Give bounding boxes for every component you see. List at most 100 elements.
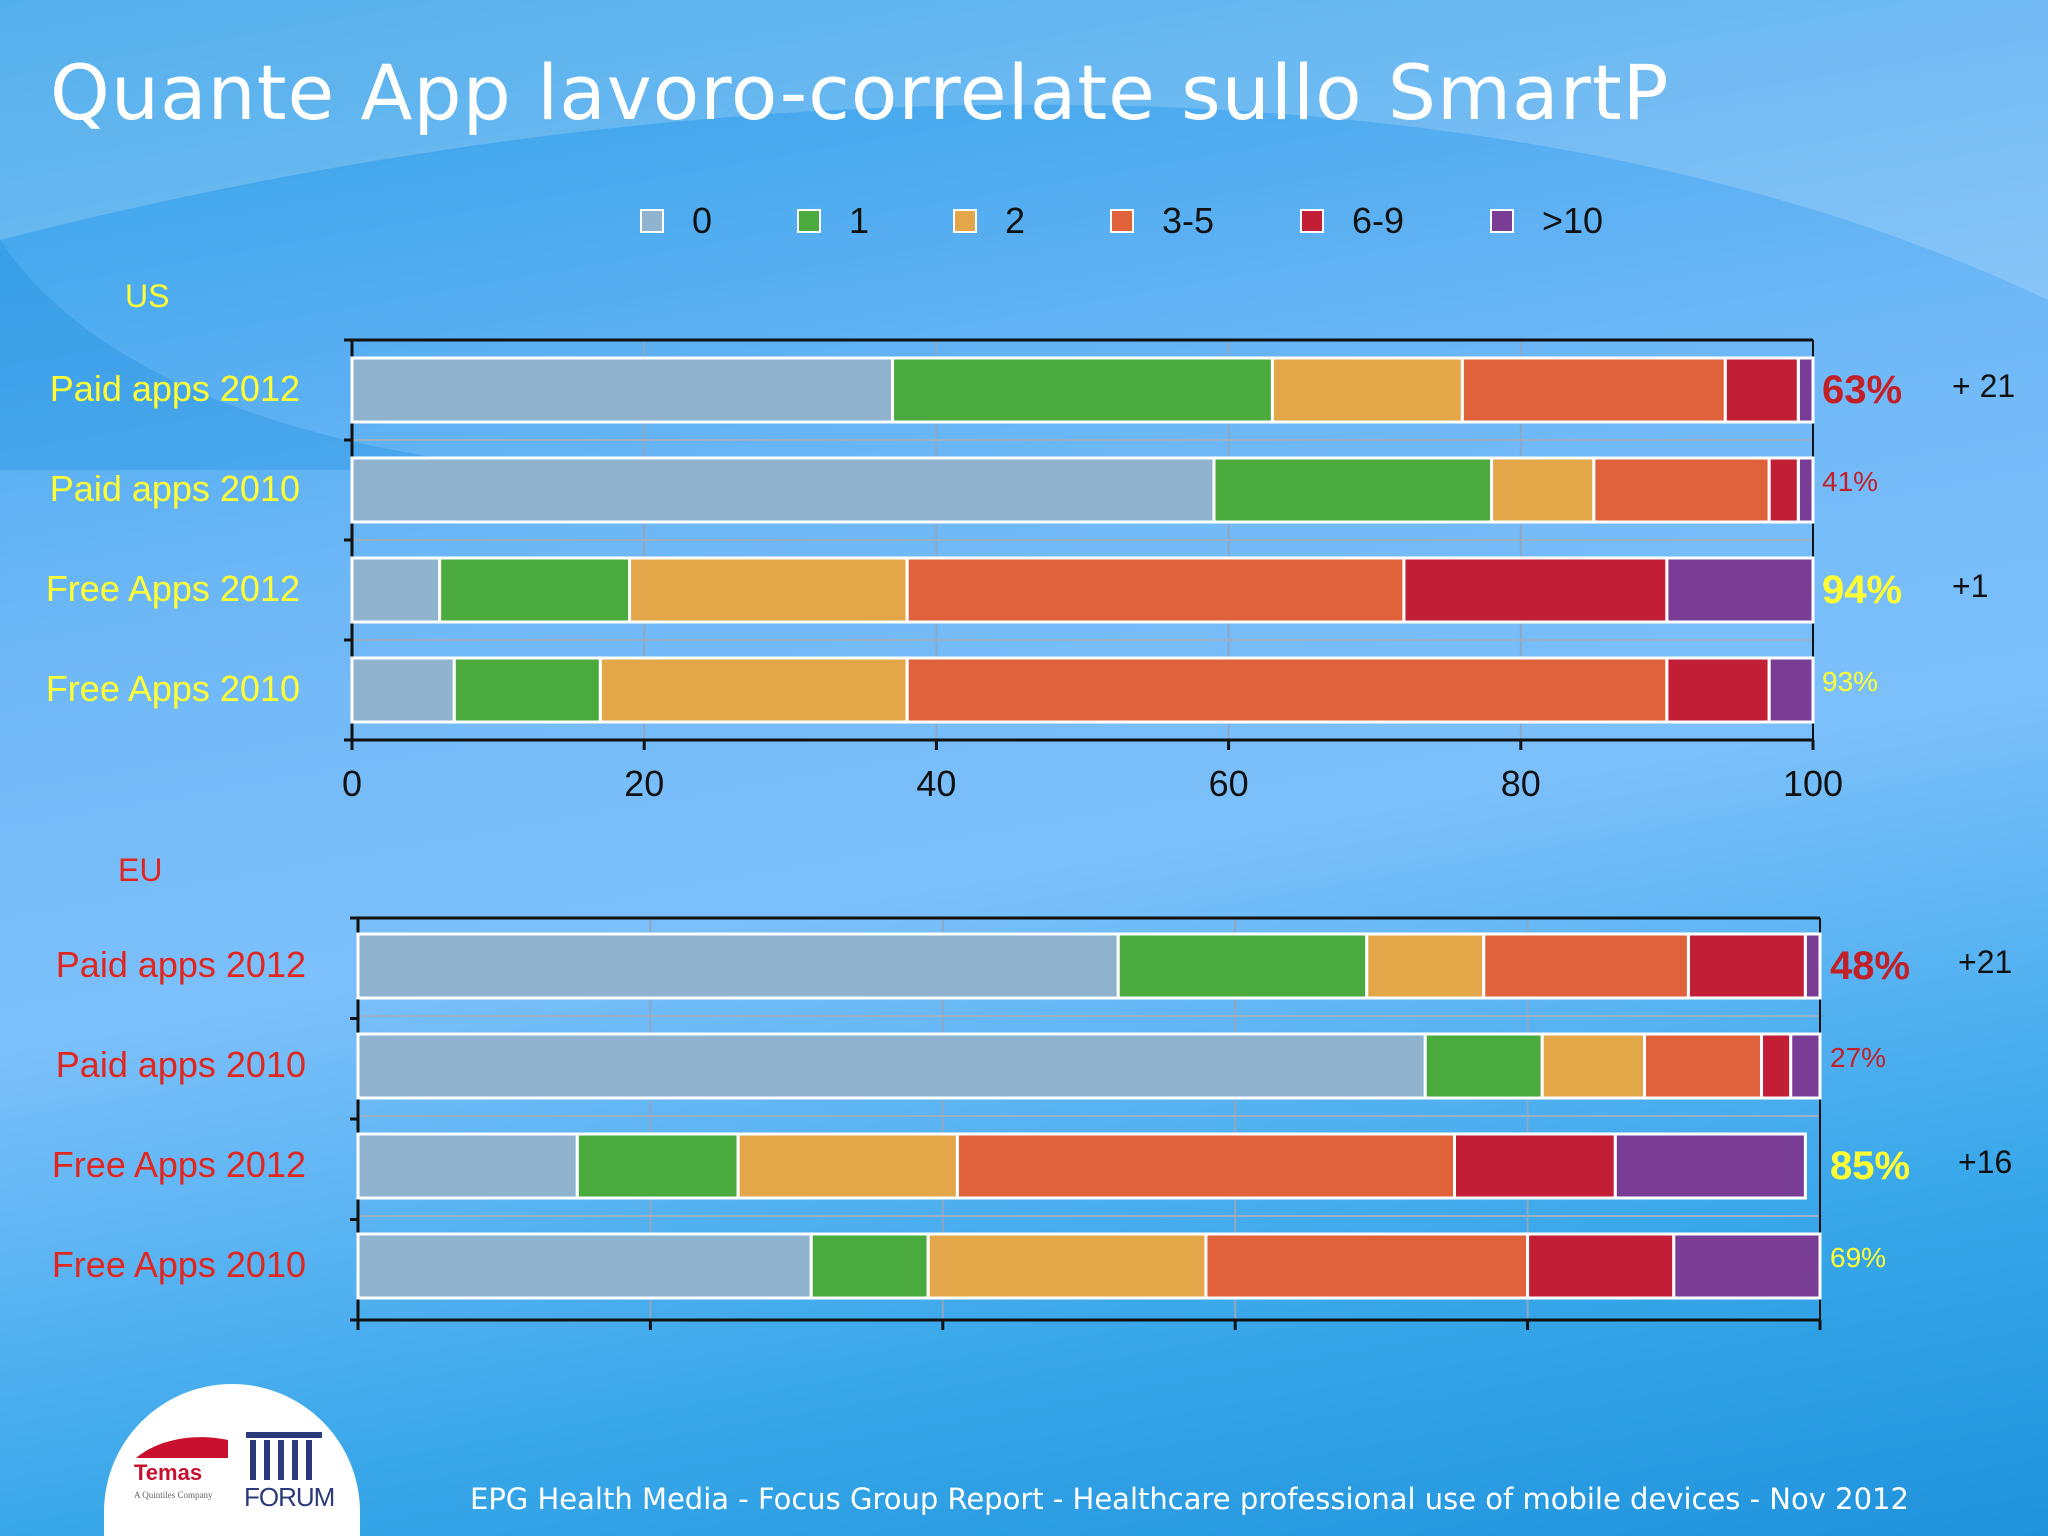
bar-segment (356, 1232, 813, 1300)
legend-label: 6-9 (1352, 200, 1405, 241)
total-percent-label: 48% (1830, 944, 1911, 988)
bar-segment (598, 656, 909, 724)
bar-segment (1423, 1032, 1544, 1100)
bar-segment (1796, 356, 1815, 424)
temas-logo-subtitle: A Quintiles Company (134, 1490, 213, 1500)
change-label: +16 (1958, 1144, 2013, 1180)
change-label: + 21 (1952, 368, 2016, 404)
bar-segment (1526, 1232, 1676, 1300)
x-tick-label: 0 (342, 763, 362, 804)
bar-segment (1116, 932, 1369, 1000)
bar-segment (1767, 456, 1800, 524)
bar-segment (350, 456, 1216, 524)
legend-label: 2 (1005, 200, 1026, 241)
x-tick-label: 60 (1209, 763, 1249, 804)
bar-segment (1665, 556, 1815, 624)
bar-segment (1482, 932, 1690, 1000)
category-label: Free Apps 2012 (51, 1144, 306, 1185)
bar-segment (1212, 456, 1494, 524)
category-label: Paid apps 2010 (49, 468, 300, 509)
bar-segment (1643, 1032, 1764, 1100)
bar-segment (350, 356, 895, 424)
total-percent-label: 41% (1822, 466, 1879, 497)
x-tick-label: 40 (916, 763, 956, 804)
page-title: Quante App lavoro-correlate sullo SmartP (50, 48, 1670, 137)
bar-segment (1723, 356, 1800, 424)
legend-swatch (1300, 209, 1324, 233)
bar-segment (1365, 932, 1486, 1000)
category-label: Paid apps 2010 (55, 1044, 306, 1085)
temas-logo-icon (136, 1437, 228, 1458)
bar-segment (1490, 456, 1596, 524)
x-tick-label: 100 (1783, 763, 1843, 804)
bar-segment (575, 1132, 740, 1200)
total-percent-label: 69% (1830, 1242, 1887, 1273)
legend-item-4: 6-9 (1300, 200, 1404, 242)
legend-label: 1 (849, 200, 870, 241)
bar-segment (356, 932, 1120, 1000)
bar-segment (891, 356, 1274, 424)
bar-segment (1760, 1032, 1793, 1100)
footer-source: EPG Health Media - Focus Group Report - … (470, 1482, 1909, 1516)
legend-label: 3-5 (1162, 200, 1215, 241)
category-label: Paid apps 2012 (55, 944, 306, 985)
bar-segment (356, 1132, 579, 1200)
total-percent-label: 85% (1830, 1144, 1911, 1188)
bar-segment (1270, 356, 1464, 424)
bar-segment (905, 656, 1669, 724)
legend-swatch (797, 209, 821, 233)
total-percent-label: 63% (1822, 368, 1903, 412)
legend-label: 0 (692, 200, 713, 241)
category-label: Free Apps 2010 (45, 668, 300, 709)
bar-segment (1613, 1132, 1807, 1200)
total-percent-label: 27% (1830, 1042, 1887, 1073)
region-label: EU (118, 852, 163, 888)
region-label: US (125, 278, 170, 314)
bar-segment (1803, 932, 1822, 1000)
legend-item-0: 0 (640, 200, 712, 242)
temas-logo-text: Temas (134, 1460, 203, 1485)
total-percent-label: 93% (1822, 666, 1879, 697)
bar-segment (905, 556, 1406, 624)
bar-segment (350, 556, 442, 624)
bar-segment (1592, 456, 1771, 524)
bar-segment (1453, 1132, 1617, 1200)
bar-segment (926, 1232, 1208, 1300)
bar-segment (809, 1232, 930, 1300)
bar-segment (955, 1132, 1456, 1200)
bar-segment (1672, 1232, 1822, 1300)
bar-segment (1665, 656, 1771, 724)
x-tick-label: 20 (624, 763, 664, 804)
bar-segment (1789, 1032, 1822, 1100)
bar-segment (438, 556, 632, 624)
legend-swatch (1110, 209, 1134, 233)
bar-segment (1796, 456, 1815, 524)
category-label: Paid apps 2012 (49, 368, 300, 409)
legend-item-3: 3-5 (1110, 200, 1214, 242)
bar-segment (1767, 656, 1815, 724)
legend-swatch (640, 209, 664, 233)
category-label: Free Apps 2012 (45, 568, 300, 609)
legend-swatch (1490, 209, 1514, 233)
change-label: +1 (1952, 568, 1989, 604)
legend-swatch (953, 209, 977, 233)
legend-label: >10 (1542, 200, 1604, 241)
bar-segment (356, 1032, 1427, 1100)
total-percent-label: 94% (1822, 568, 1903, 612)
bar-segment (1686, 932, 1807, 1000)
bar-segment (1402, 556, 1669, 624)
bar-segment (1460, 356, 1727, 424)
forum-columns-icon (246, 1432, 322, 1480)
bar-segment (1540, 1032, 1647, 1100)
legend-item-2: 2 (953, 200, 1025, 242)
bar-segment (1204, 1232, 1530, 1300)
legend-item-1: 1 (797, 200, 869, 242)
legend-item-5: >10 (1490, 200, 1603, 242)
bar-segment (736, 1132, 959, 1200)
change-label: +21 (1958, 944, 2013, 980)
category-label: Free Apps 2010 (51, 1244, 306, 1285)
bar-segment (628, 556, 909, 624)
forum-logo-text: FORUM (244, 1482, 335, 1512)
bar-segment (452, 656, 602, 724)
